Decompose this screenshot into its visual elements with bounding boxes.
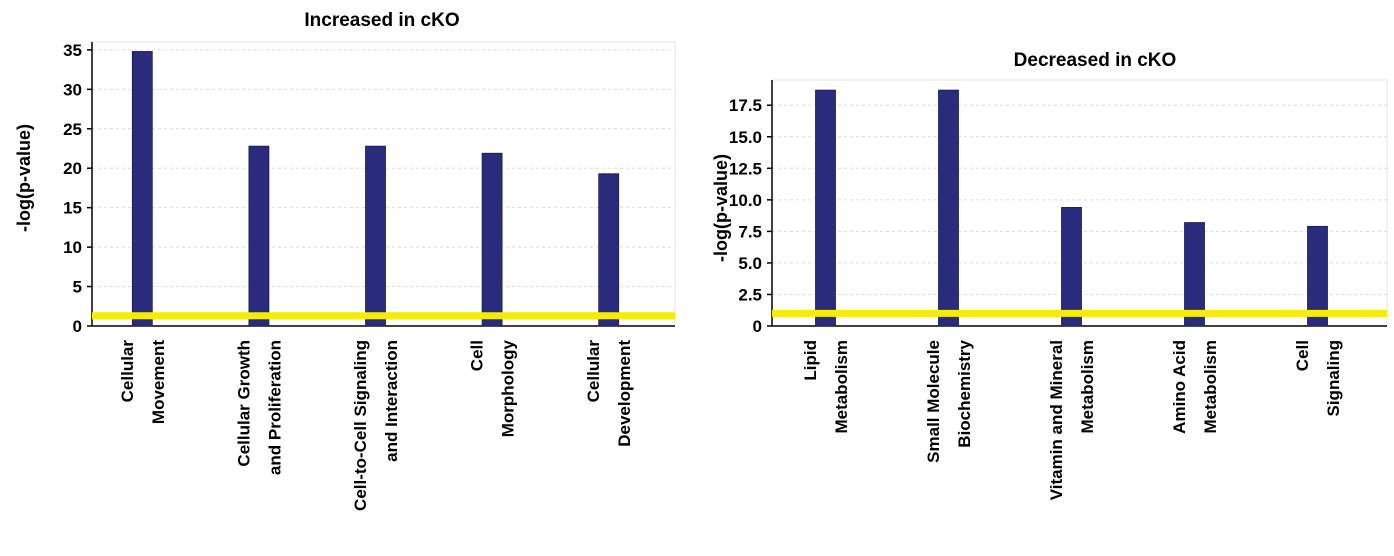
x-tick-label-line: Signaling (1324, 340, 1343, 417)
increased-chart: Increased in cKO -log(p-value) 0 5 10 15 20 2… (14, 10, 676, 511)
x-tick-label-line: Cell-to-Cell Signaling (351, 340, 370, 511)
x-tick-label-line: Small Molecule (924, 340, 943, 463)
x-tick-label-line: and Proliferation (265, 340, 284, 475)
y-tick-label: 0 (73, 317, 82, 336)
y-tick-label: 5 (73, 278, 82, 297)
y-tick-label: 35 (63, 41, 82, 60)
y-tick-label: 2.5 (738, 285, 762, 304)
y-axis-label: -log(p-value) (711, 154, 731, 262)
x-tick-label: Cell Morphology (468, 339, 518, 437)
y-tick-label: 5.0 (738, 254, 762, 273)
chart-title: Decreased in cKO (1014, 50, 1177, 71)
x-tick-label: Small Molecule Biochemistry (924, 339, 974, 462)
x-tick-label-line: Cellular (118, 340, 137, 403)
chart-title: Increased in cKO (304, 10, 459, 31)
x-tick-label: Cellular Development (584, 340, 634, 447)
bar (248, 145, 270, 327)
bar (598, 173, 620, 327)
x-tick-label-line: Development (615, 340, 634, 447)
x-tick-label-line: Cell (1293, 340, 1312, 371)
x-tick-label: Lipid Metabolism (801, 340, 851, 434)
bar (938, 89, 959, 327)
x-tick-label-line: Cellular (584, 340, 603, 403)
bar (131, 51, 153, 327)
x-tick-label: Cell-to-Cell Signaling and Interaction (351, 340, 401, 511)
bar (481, 152, 503, 327)
x-tick-label: Cell Signaling (1293, 340, 1343, 417)
y-tick-label: 20 (63, 159, 82, 178)
x-tick-label-line: Cellular Growth (234, 340, 253, 467)
x-tick-label-line: Morphology (499, 339, 518, 437)
y-tick-label: 10.0 (729, 191, 762, 210)
bar (815, 89, 836, 327)
x-tick-label-line: Amino Acid (1170, 340, 1189, 434)
decreased-chart: Decreased in cKO -log(p-value) 0 2.5 5.0 7.… (711, 50, 1388, 500)
y-tick-label: 12.5 (729, 159, 762, 178)
y-tick-label: 15 (63, 199, 82, 218)
x-tick-label-line: Lipid (801, 340, 820, 381)
x-tick-label: Amino Acid Metabolism (1170, 340, 1220, 434)
x-tick-label-line: and Interaction (382, 340, 401, 462)
x-tick-label-line: Metabolism (832, 340, 851, 434)
bar (365, 145, 386, 327)
bar (1061, 207, 1082, 327)
y-axis-label: -log(p-value) (14, 124, 34, 232)
x-tick-label: Cellular Movement (118, 340, 168, 424)
y-tick-label: 15.0 (729, 128, 762, 147)
y-tick-label: 0 (753, 317, 762, 336)
x-tick-label-line: Movement (149, 340, 168, 424)
y-tick-label: 25 (63, 120, 82, 139)
x-tick-label-line: Vitamin and Mineral (1047, 340, 1066, 500)
y-tick-label: 17.5 (729, 96, 762, 115)
y-tick-label: 7.5 (738, 222, 762, 241)
y-tick-label: 10 (63, 238, 82, 257)
x-tick-label-line: Biochemistry (955, 339, 974, 447)
x-tick-label: Cellular Growth and Proliferation (234, 340, 284, 475)
x-tick-label: Vitamin and Mineral Metabolism (1047, 340, 1097, 500)
bar (1307, 225, 1328, 327)
y-tick-label: 30 (63, 80, 82, 99)
bar (1184, 222, 1205, 327)
x-tick-label-line: Metabolism (1201, 340, 1220, 434)
x-tick-label-line: Metabolism (1078, 340, 1097, 434)
x-tick-label-line: Cell (468, 340, 487, 371)
